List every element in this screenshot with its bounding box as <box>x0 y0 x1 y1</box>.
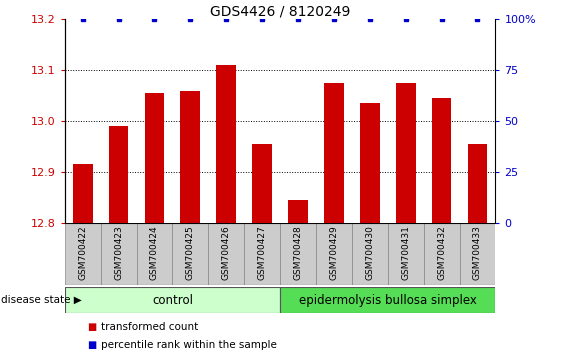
Text: GSM700425: GSM700425 <box>186 225 195 280</box>
Bar <box>432 98 452 223</box>
Bar <box>137 223 172 285</box>
Text: GSM700423: GSM700423 <box>114 225 123 280</box>
Text: GSM700432: GSM700432 <box>437 225 446 280</box>
Text: ■: ■ <box>87 322 96 332</box>
Bar <box>101 223 137 285</box>
Bar <box>280 287 495 313</box>
Bar <box>109 126 128 223</box>
Text: GSM700424: GSM700424 <box>150 225 159 280</box>
Text: GSM700426: GSM700426 <box>222 225 231 280</box>
Bar <box>288 200 308 223</box>
Bar <box>424 223 459 285</box>
Bar <box>172 223 208 285</box>
Bar <box>252 144 272 223</box>
Bar <box>208 223 244 285</box>
Bar <box>65 223 101 285</box>
Bar <box>316 223 352 285</box>
Text: GSM700428: GSM700428 <box>293 225 302 280</box>
Title: GDS4426 / 8120249: GDS4426 / 8120249 <box>210 4 350 18</box>
Text: percentile rank within the sample: percentile rank within the sample <box>101 340 277 350</box>
Bar <box>388 223 424 285</box>
Text: GSM700430: GSM700430 <box>365 225 374 280</box>
Text: GSM700427: GSM700427 <box>258 225 267 280</box>
Bar <box>65 287 280 313</box>
Text: ■: ■ <box>87 340 96 350</box>
Text: GSM700422: GSM700422 <box>78 225 87 280</box>
Text: control: control <box>152 293 193 307</box>
Text: epidermolysis bullosa simplex: epidermolysis bullosa simplex <box>299 293 477 307</box>
Text: GSM700431: GSM700431 <box>401 225 410 280</box>
Bar <box>360 103 379 223</box>
Bar <box>324 83 344 223</box>
Bar <box>468 144 488 223</box>
Text: disease state ▶: disease state ▶ <box>1 295 82 305</box>
Text: GSM700433: GSM700433 <box>473 225 482 280</box>
Bar <box>459 223 495 285</box>
Bar <box>396 83 415 223</box>
Bar <box>73 165 92 223</box>
Bar <box>216 65 236 223</box>
Bar <box>280 223 316 285</box>
Bar <box>352 223 388 285</box>
Bar <box>181 91 200 223</box>
Text: transformed count: transformed count <box>101 322 199 332</box>
Bar <box>244 223 280 285</box>
Text: GSM700429: GSM700429 <box>329 225 338 280</box>
Bar <box>145 93 164 223</box>
